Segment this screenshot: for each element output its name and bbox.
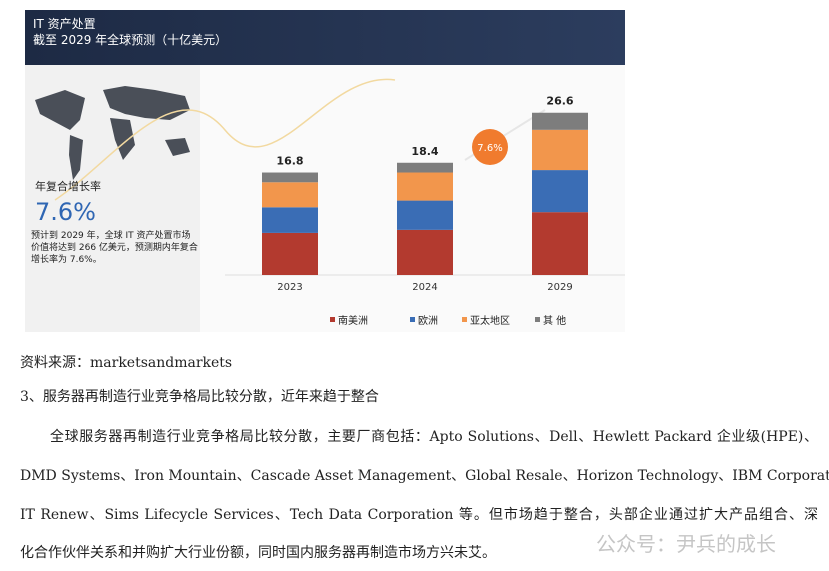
paragraph-line: 化合作伙伴关系和并购扩大行业份额，同时国内服务器再制造市场方兴未艾。 (20, 545, 496, 561)
legend-label: 其 他 (543, 314, 566, 327)
legend-label: 南美洲 (338, 314, 368, 327)
description: 预计到 2029 年，全球 IT 资产处置市场价值将达到 266 亿美元，预测期… (31, 231, 198, 265)
total-label: 26.6 (546, 95, 573, 108)
cagr-bubble (472, 129, 508, 165)
x-tick-label: 2023 (277, 282, 302, 293)
bar-segment (397, 162, 453, 173)
paragraph-line: 全球服务器再制造行业竞争格局比较分散，主要厂商包括：Apto Solutions… (50, 429, 818, 445)
legend-swatch (330, 317, 335, 322)
chart: IT 资产处置 截至 2029 年全球预测（十亿美元） 年复合增长率 7.6% … (25, 10, 625, 332)
total-label: 16.8 (276, 155, 303, 168)
bar-segment (397, 200, 453, 230)
cagr-value: 7.6% (35, 198, 96, 226)
paragraph-line: IT Renew、Sims Lifecycle Services、Tech Da… (20, 507, 818, 523)
world-map (35, 86, 190, 180)
header-subtitle: 截至 2029 年全球预测（十亿美元） (33, 32, 227, 47)
bar-segment (532, 112, 588, 130)
header-title: IT 资产处置 (33, 17, 96, 31)
decor-curve (54, 78, 396, 201)
legend-swatch (535, 317, 540, 322)
bar-segment (262, 182, 318, 208)
header-band (25, 10, 625, 65)
legend-swatch (462, 317, 467, 322)
x-tick-label: 2029 (547, 282, 572, 293)
x-tick-label: 2024 (412, 282, 437, 293)
legend-label: 欧洲 (418, 315, 438, 327)
paragraph-line: DMD Systems、Iron Mountain、Cascade Asset … (20, 468, 829, 484)
bar-segment (532, 212, 588, 275)
legend-label: 亚太地区 (470, 314, 510, 327)
cagr-label: 年复合增长率 (35, 179, 101, 193)
bar-segment (397, 229, 453, 275)
bar-segment (397, 172, 453, 201)
bar-segment (532, 170, 588, 213)
watermark: 公众号：尹兵的成长 (596, 532, 776, 556)
bar-segment (532, 129, 588, 171)
bar-segment (262, 207, 318, 233)
legend-swatch (410, 317, 415, 322)
bar-segment (262, 232, 318, 275)
total-label: 18.4 (411, 145, 438, 158)
bubble-label: 7.6% (477, 143, 502, 154)
source: 资料来源：marketsandmarkets (20, 355, 233, 371)
bar-segment (262, 172, 318, 183)
description-box: 预计到 2029 年，全球 IT 资产处置市场价值将达到 266 亿美元，预测期… (31, 231, 198, 265)
heading: 3、服务器再制造行业竞争格局比较分散，近年来趋于整合 (20, 389, 379, 405)
